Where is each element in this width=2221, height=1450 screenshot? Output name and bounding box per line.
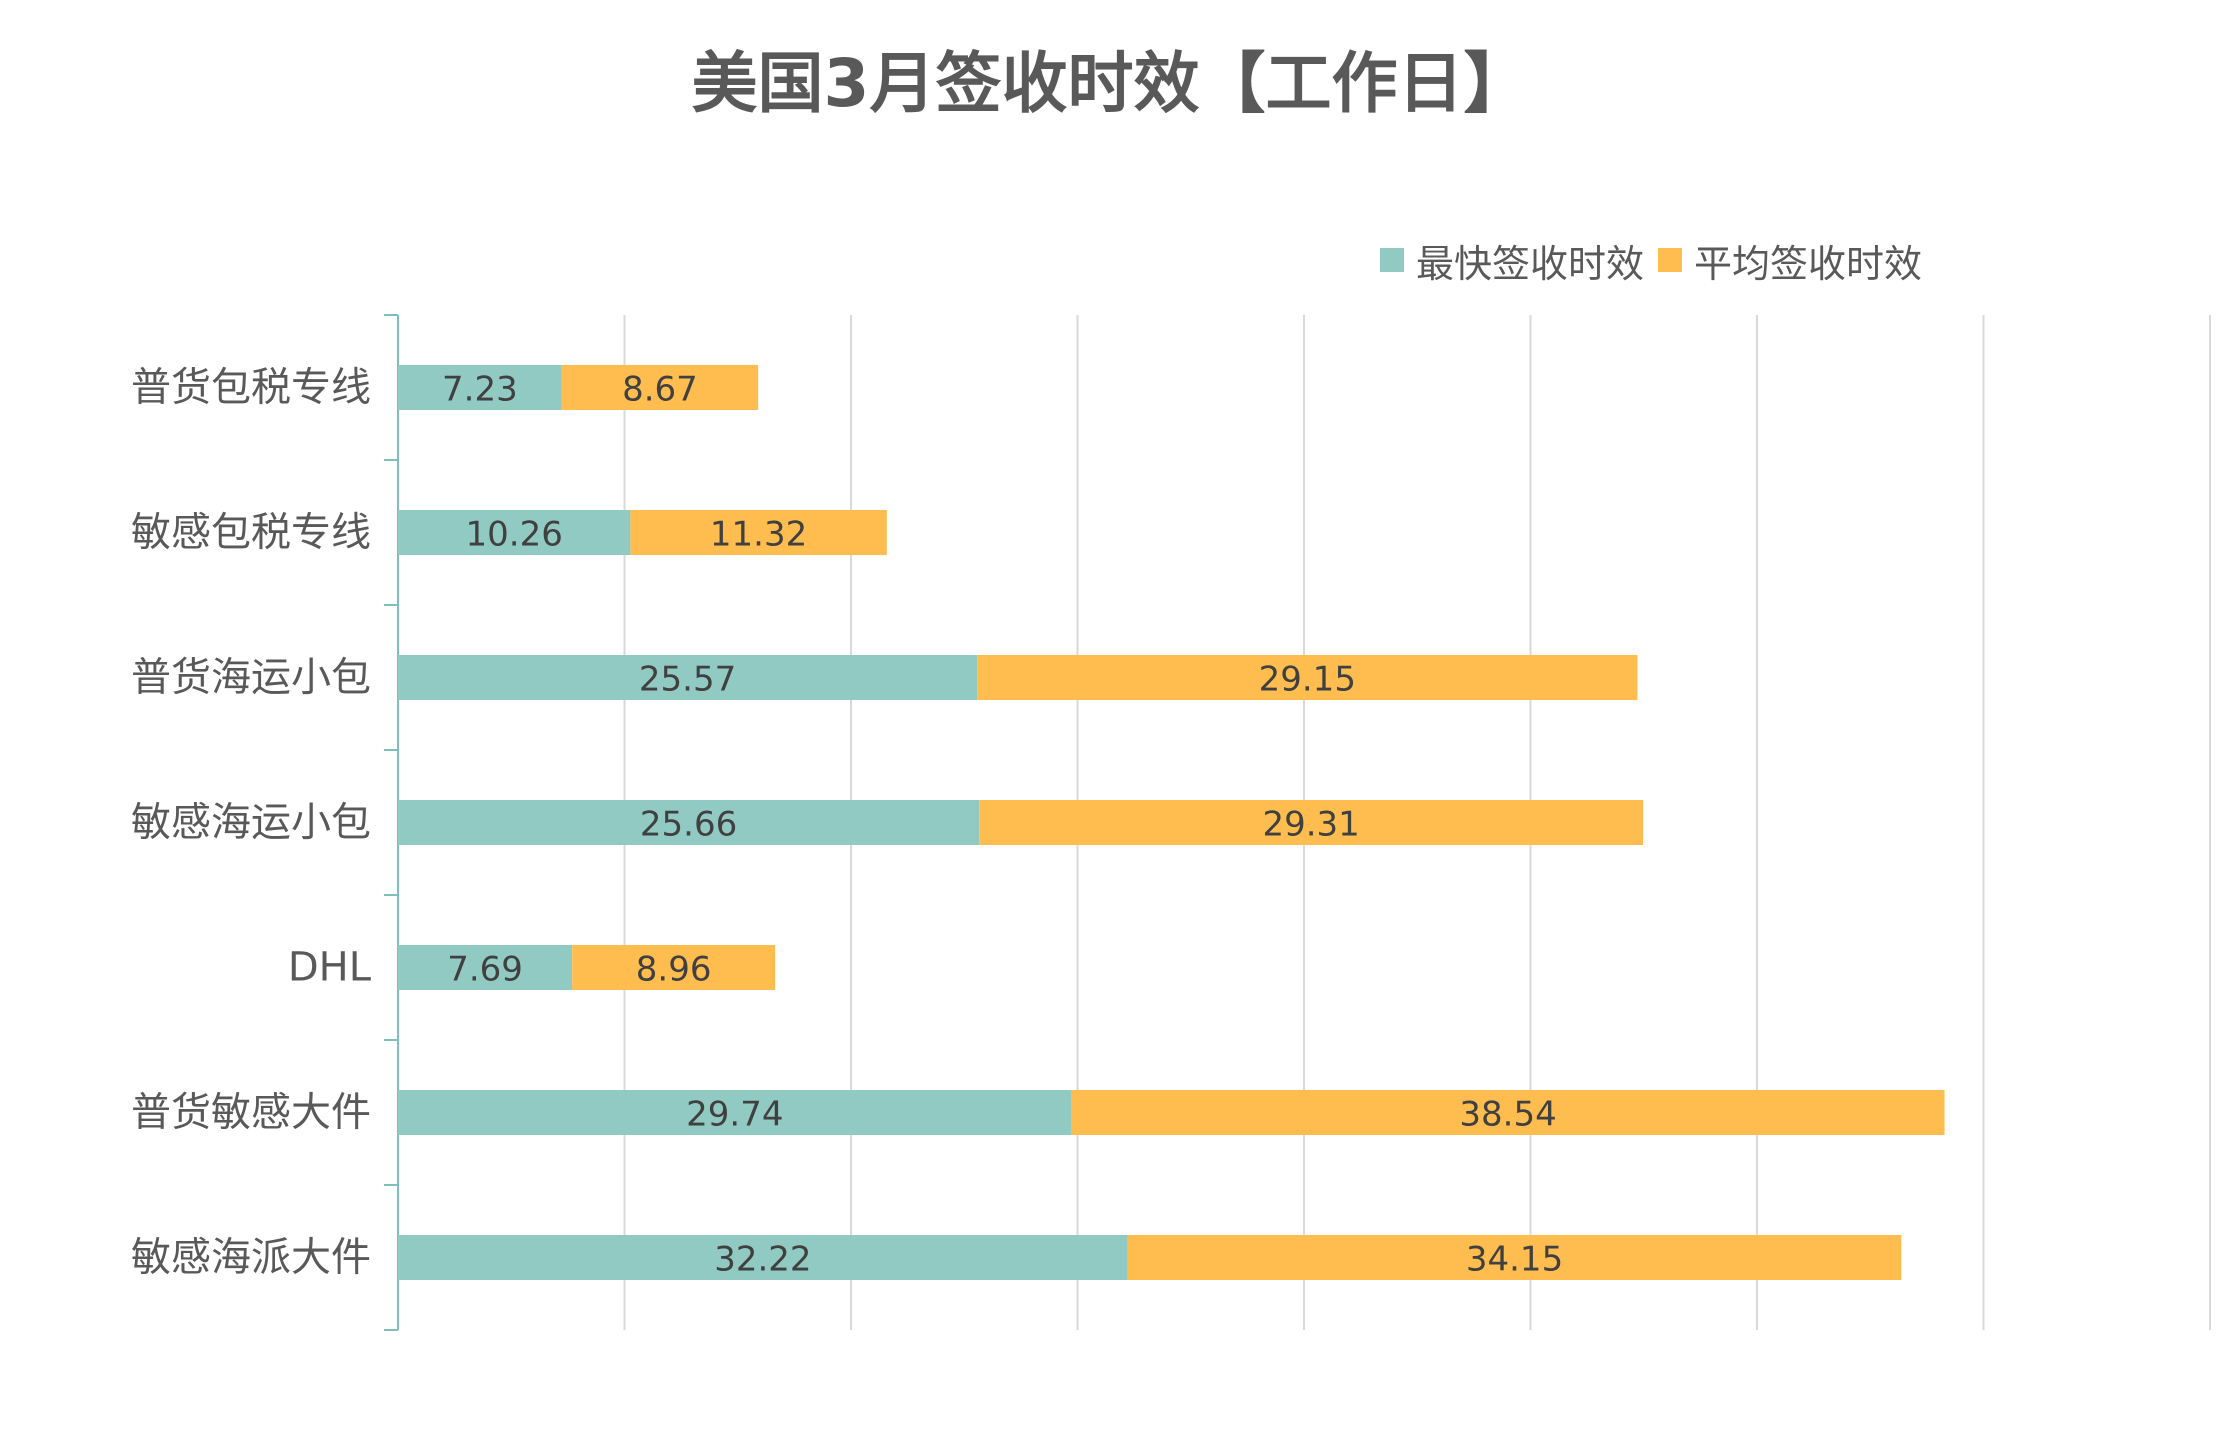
data-label-fastest: 7.23 [442, 370, 518, 410]
category-label: 普货海运小包 [131, 655, 371, 701]
legend-swatch-fastest [1380, 248, 1404, 272]
bar-average [977, 655, 1638, 700]
bar-average [572, 945, 776, 990]
chart-title: 美国3月签收时效【工作日】 [691, 45, 1530, 122]
legend-swatch-average [1658, 248, 1683, 272]
category-label: 敏感海派大件 [131, 1235, 371, 1281]
data-label-average: 8.67 [622, 370, 698, 410]
category-label: 普货敏感大件 [131, 1090, 371, 1136]
legend-item-average: 平均签收时效 [1658, 233, 1922, 288]
data-label-fastest: 25.57 [639, 660, 736, 700]
data-label-average: 29.31 [1262, 805, 1359, 845]
bar-average [1127, 1235, 1902, 1280]
bar-fastest [398, 1235, 1128, 1280]
bar-average [561, 365, 759, 410]
data-label-fastest: 29.74 [686, 1095, 783, 1135]
data-label-fastest: 25.66 [640, 805, 737, 845]
category-label: 敏感包税专线 [131, 510, 371, 556]
bar-average [630, 510, 887, 555]
bar-average [979, 800, 1644, 845]
bar-fastest [398, 655, 978, 700]
data-label-average: 29.15 [1259, 660, 1356, 700]
legend-item-fastest: 最快签收时效 [1380, 233, 1644, 288]
chart-legend: 最快签收时效 平均签收时效 [1380, 230, 1936, 290]
data-label-average: 34.15 [1466, 1240, 1563, 1280]
data-label-fastest: 10.26 [466, 515, 563, 555]
bar-fastest [398, 800, 980, 845]
bar-average [1071, 1090, 1945, 1135]
bar-fastest [398, 510, 631, 555]
category-label: 敏感海运小包 [131, 800, 371, 846]
legend-label-average: 平均签收时效 [1694, 241, 1923, 286]
bar-fastest [398, 365, 562, 410]
legend-label-fastest: 最快签收时效 [1416, 241, 1645, 286]
data-label-average: 8.96 [636, 950, 712, 990]
data-label-average: 11.32 [710, 515, 807, 555]
bar-fastest [398, 1090, 1072, 1135]
data-label-fastest: 7.69 [447, 950, 523, 990]
category-label: DHL [288, 945, 372, 991]
category-label: 普货包税专线 [131, 365, 371, 411]
data-label-average: 38.54 [1459, 1095, 1556, 1135]
data-label-fastest: 32.22 [714, 1240, 811, 1280]
bar-fastest [398, 945, 573, 990]
